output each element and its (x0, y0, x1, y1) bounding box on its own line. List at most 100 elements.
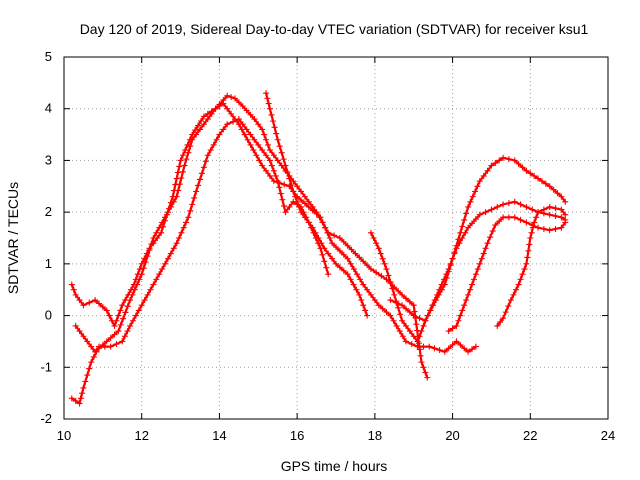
data-point (399, 302, 406, 309)
data-point (336, 235, 343, 241)
data-point (389, 285, 396, 292)
data-point (192, 127, 199, 134)
data-point (362, 307, 369, 314)
x-tick-label: 18 (368, 428, 382, 443)
data-point (333, 260, 339, 267)
data-point (72, 291, 79, 298)
data-point (431, 297, 438, 304)
data-point (395, 288, 402, 295)
data-point (496, 218, 503, 225)
data-point (360, 281, 367, 288)
data-point (540, 206, 547, 213)
data-point (244, 136, 251, 143)
data-point (181, 162, 188, 169)
data-point (113, 317, 120, 324)
data-point (519, 164, 526, 171)
data-point (189, 201, 196, 208)
data-point (321, 258, 328, 265)
data-point (255, 141, 262, 148)
y-tick-label: 0 (45, 308, 52, 323)
data-point (396, 328, 403, 335)
data-point (120, 315, 127, 322)
data-point (325, 271, 332, 278)
data-point (377, 250, 384, 257)
data-point (554, 190, 561, 197)
data-point (505, 214, 512, 221)
data-point (241, 131, 248, 138)
data-point (266, 147, 273, 154)
data-point (131, 286, 138, 293)
data-point (111, 331, 118, 338)
data-point (270, 167, 277, 174)
data-point (208, 110, 215, 117)
data-point (140, 265, 147, 272)
data-point (494, 203, 501, 210)
data-point (204, 152, 211, 159)
data-point (197, 126, 203, 133)
data-point (467, 286, 474, 293)
data-point (99, 303, 106, 310)
data-point (247, 141, 254, 148)
data-point (265, 100, 272, 107)
data-point (383, 266, 390, 273)
data-point (146, 247, 153, 254)
data-point (373, 240, 380, 247)
y-tick-label: 1 (45, 256, 52, 271)
data-point (356, 254, 363, 261)
data-point (280, 156, 287, 163)
data-point (505, 156, 512, 163)
data-point (500, 201, 507, 208)
data-point (453, 322, 460, 329)
data-point (296, 203, 303, 210)
data-point (323, 264, 330, 271)
data-point (79, 390, 86, 397)
data-point (358, 297, 365, 304)
data-point (107, 343, 114, 350)
data-point (461, 302, 468, 309)
data-point (213, 136, 220, 143)
data-point (198, 170, 205, 177)
data-point (480, 172, 487, 179)
data-point (180, 224, 187, 231)
y-tick-label: 5 (45, 49, 52, 64)
data-point (344, 255, 351, 262)
data-point (511, 198, 518, 205)
data-point (350, 266, 357, 273)
data-point (117, 321, 124, 328)
data-point (434, 291, 441, 298)
data-point (113, 341, 120, 348)
data-point (280, 202, 287, 209)
data-point (76, 400, 83, 407)
data-point (251, 116, 258, 123)
data-point (182, 147, 189, 154)
data-point (216, 103, 223, 110)
data-point (465, 224, 472, 231)
data-point (173, 240, 180, 247)
data-point (517, 276, 524, 283)
data-point (371, 297, 378, 304)
data-point (329, 255, 336, 262)
data-point (387, 297, 394, 304)
data-point (220, 100, 227, 107)
data-point (360, 258, 367, 265)
data-point (418, 328, 425, 335)
data-point (294, 198, 301, 205)
data-point (515, 160, 522, 167)
data-point (427, 307, 434, 314)
data-point (82, 378, 89, 385)
data-point (286, 203, 293, 210)
data-point (336, 264, 343, 271)
x-axis-label: GPS time / hours (281, 458, 388, 474)
data-point (526, 241, 533, 248)
data-point (263, 90, 270, 97)
data-point (263, 136, 270, 143)
data-point (164, 209, 171, 216)
data-point (496, 157, 503, 164)
data-point (406, 309, 413, 316)
data-point (474, 266, 481, 273)
data-point (119, 302, 126, 309)
data-point (465, 291, 472, 298)
y-tick-label: 4 (45, 101, 52, 116)
data-point (531, 219, 538, 226)
data-point (255, 121, 262, 128)
